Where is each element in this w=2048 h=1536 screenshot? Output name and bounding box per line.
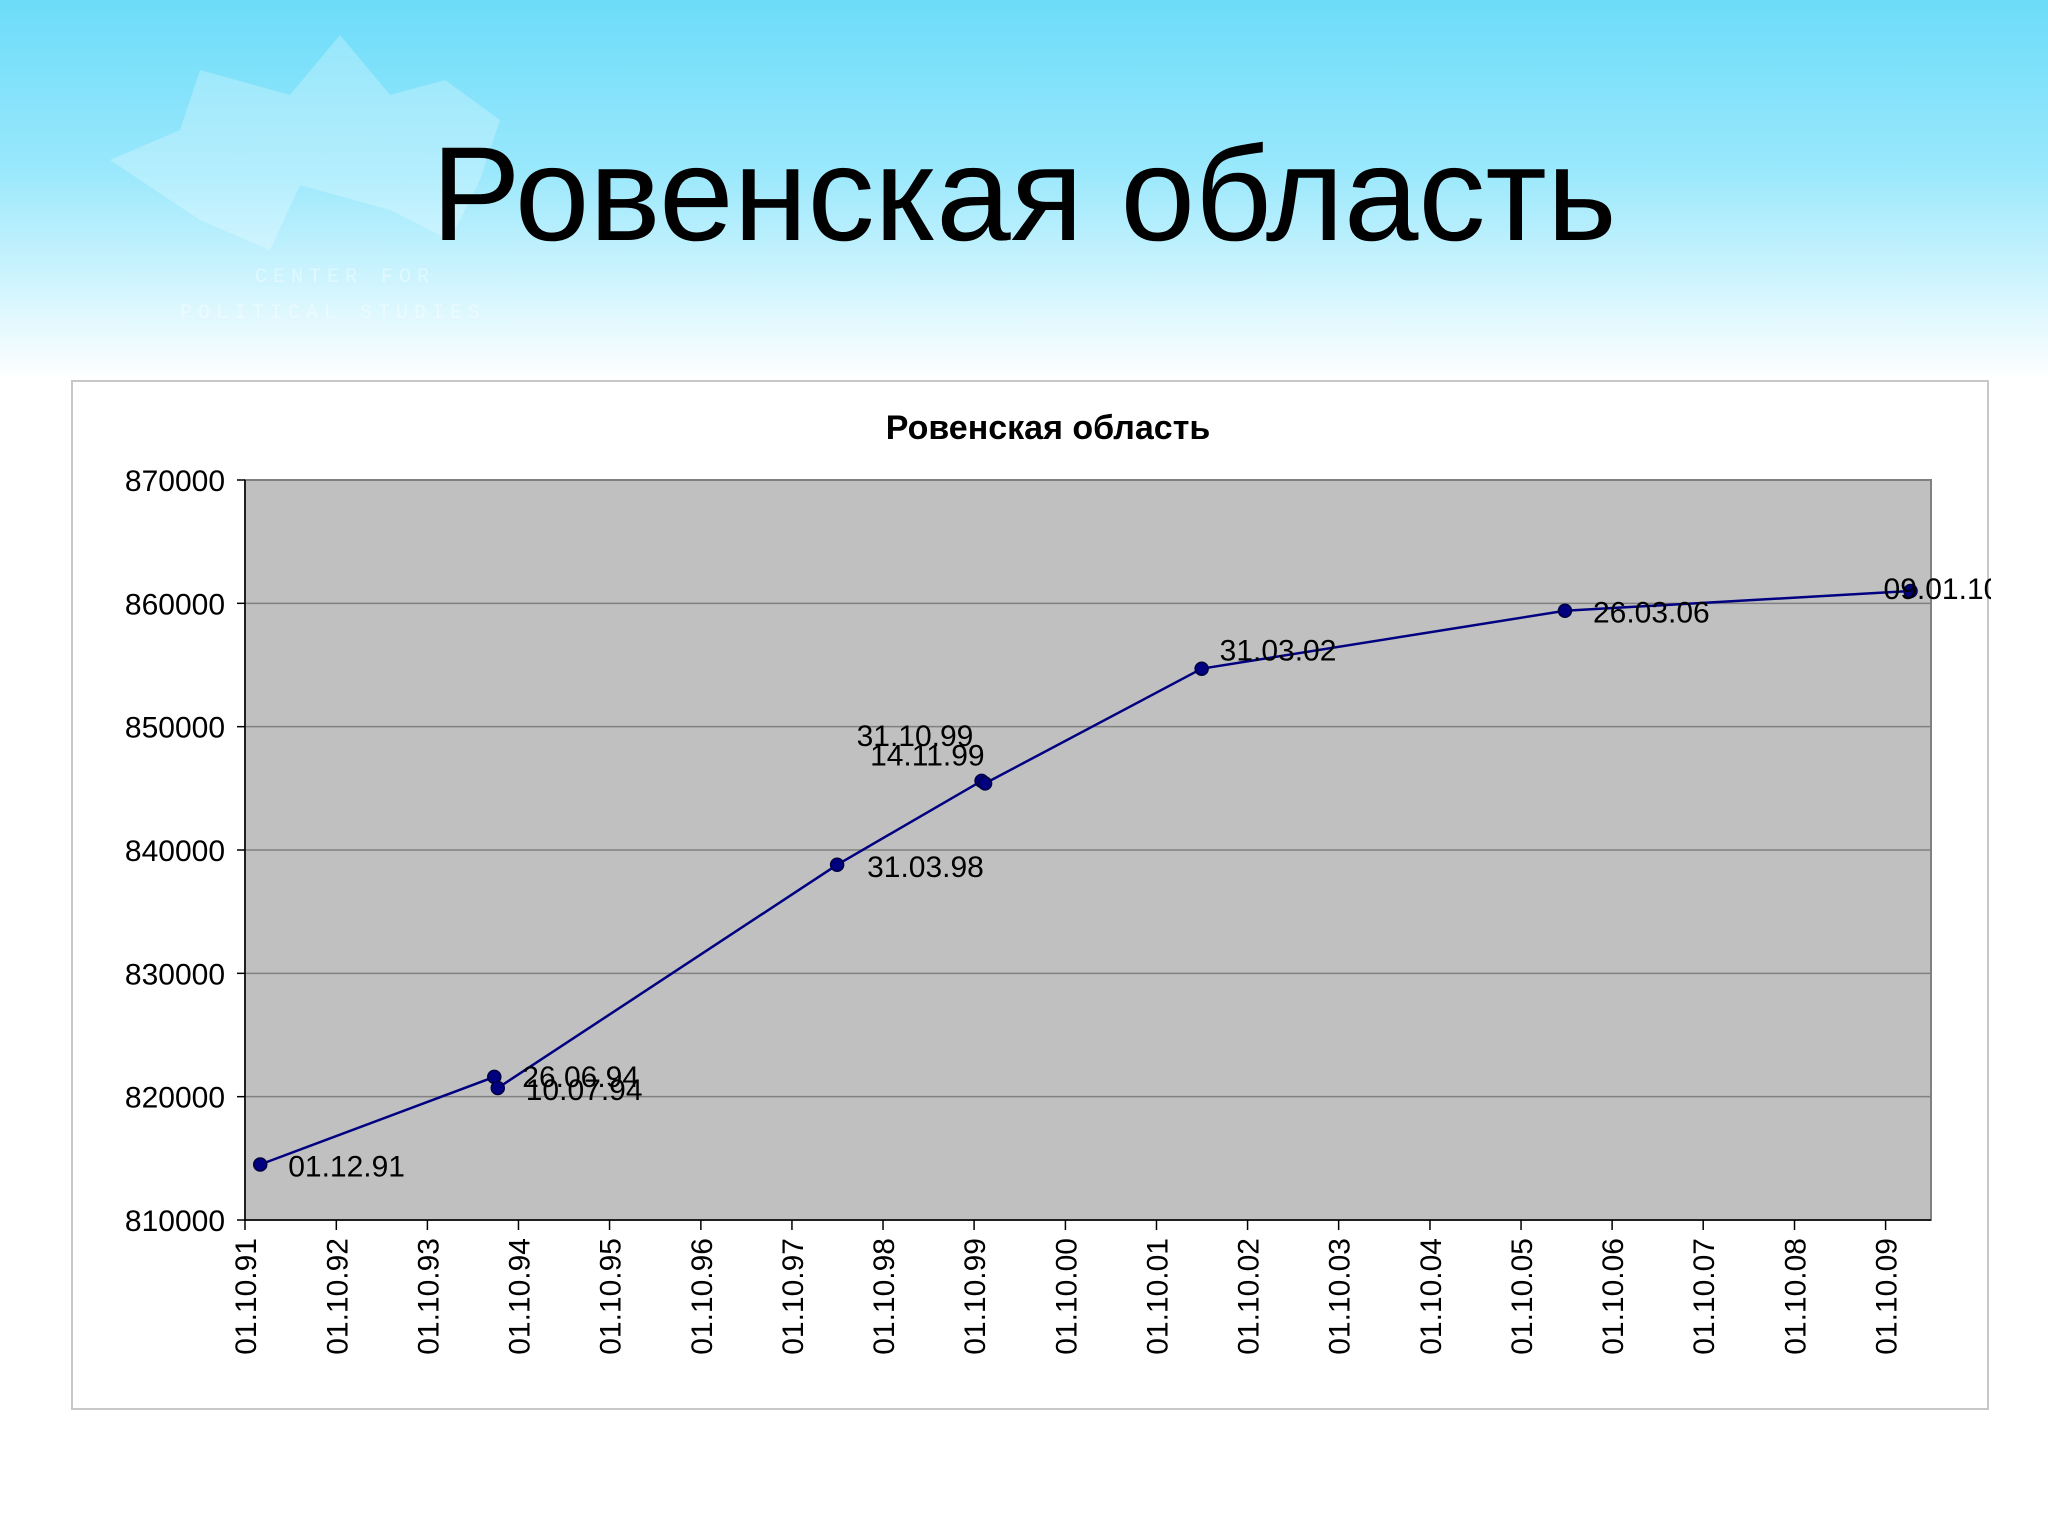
data-label: 26.06.94	[522, 1061, 639, 1094]
x-tick-label: 01.10.95	[595, 1238, 628, 1355]
x-tick-label: 01.10.91	[230, 1238, 263, 1355]
data-label: 31.03.02	[1220, 635, 1337, 668]
x-tick-label: 01.10.03	[1324, 1238, 1357, 1355]
data-point	[490, 1080, 506, 1096]
data-label: 26.03.06	[1593, 597, 1710, 630]
data-label: 31.03.98	[867, 851, 984, 884]
chart-frame: Ровенская область 810000 820000 830000 84000…	[71, 380, 1991, 1410]
data-label: 14.11.99	[870, 739, 985, 772]
x-tick-label: 01.10.98	[868, 1238, 901, 1355]
data-label: 31.10.99	[857, 720, 974, 753]
x-tick-label: 01.10.94	[503, 1238, 536, 1355]
chart-title: Ровенская область	[886, 409, 1211, 447]
data-label: 09.01.10	[1884, 573, 1991, 606]
x-tick-label: 01.10.04	[1415, 1238, 1448, 1355]
x-tick-label: 01.10.09	[1871, 1238, 1904, 1355]
slide-title: Ровенская область	[431, 120, 1617, 269]
x-tick-label: 01.10.96	[686, 1238, 719, 1355]
y-tick-label: 870000	[125, 465, 225, 498]
x-tick-label: 01.10.05	[1506, 1238, 1539, 1355]
header-band	[0, 0, 2048, 380]
x-tick-label: 01.10.93	[412, 1238, 445, 1355]
data-point	[977, 776, 993, 791]
x-tick-label: 01.10.07	[1688, 1238, 1721, 1355]
x-tick-label: 01.10.02	[1233, 1238, 1266, 1355]
data-point	[1557, 603, 1573, 618]
x-tick-label: 01.10.99	[959, 1238, 992, 1355]
y-tick-label: 850000	[125, 712, 225, 745]
data-point	[1194, 661, 1209, 676]
data-label: 10.07.94	[526, 1074, 643, 1107]
center-logo-icon: CENTER FOR POLITICAL STUDIES	[110, 35, 500, 325]
x-tick-label: 01.10.00	[1050, 1238, 1083, 1355]
data-point	[252, 1157, 268, 1172]
x-tick-label: 01.10.06	[1597, 1238, 1630, 1355]
data-point	[829, 857, 845, 873]
x-tick-label: 01.10.97	[777, 1238, 810, 1355]
y-tick-label: 840000	[125, 835, 225, 868]
y-tick-label: 860000	[125, 588, 225, 621]
logo-text-line2: POLITICAL STUDIES	[180, 302, 486, 325]
data-label: 01.12.91	[288, 1151, 405, 1184]
x-tick-label: 01.10.01	[1141, 1238, 1174, 1355]
y-tick-label: 820000	[125, 1082, 225, 1115]
x-tick-label: 01.10.08	[1780, 1238, 1813, 1355]
y-tick-label: 830000	[125, 958, 225, 991]
y-tick-label: 810000	[125, 1205, 225, 1238]
data-point	[1903, 583, 1918, 599]
logo-text-line1: CENTER FOR	[255, 266, 435, 289]
x-tick-label: 01.10.92	[321, 1238, 354, 1355]
line-chart: Ровенская область 810000 820000 830000 84000…	[125, 409, 1991, 1355]
